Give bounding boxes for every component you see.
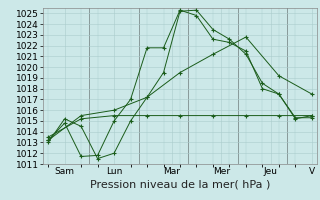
X-axis label: Pression niveau de la mer( hPa ): Pression niveau de la mer( hPa ) <box>90 180 270 190</box>
